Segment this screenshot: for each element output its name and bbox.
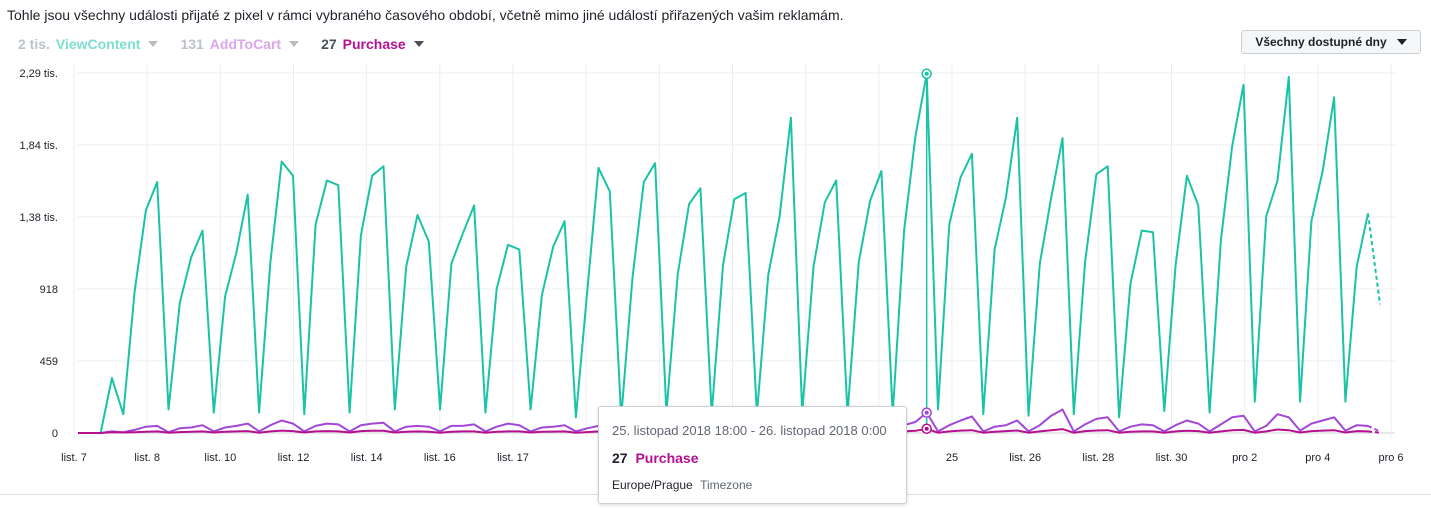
x-tick-label: list. 28 [1082, 452, 1114, 464]
legend-item-viewcontent[interactable]: 2 tis. ViewContent [18, 36, 159, 52]
chart-series [78, 72, 1381, 434]
tooltip-value: 27 Purchase [612, 450, 699, 466]
caret-down-icon [1396, 39, 1407, 45]
tooltip-date: 25. listopad 2018 18:00 - 26. listopad 2… [612, 423, 887, 438]
x-tick-label: list. 7 [61, 452, 87, 464]
legend-count-addtocart: 131 [180, 36, 204, 52]
x-tick-label: list. 12 [278, 452, 310, 464]
y-tick-label: 459 [40, 356, 58, 368]
x-tick-label: list. 16 [424, 452, 456, 464]
x-tick-label: pro 6 [1378, 452, 1403, 464]
x-tick-label: list. 30 [1156, 452, 1188, 464]
y-tick-label: 1,84 tis. [19, 140, 58, 152]
y-tick-label: 1,38 tis. [19, 212, 58, 224]
series-projection-purchase [1367, 430, 1381, 434]
hover-point-dot [924, 71, 929, 76]
y-tick-label: 0 [52, 428, 58, 440]
tooltip-count: 27 [612, 450, 628, 466]
date-range-label: Všechny dostupné dny [1255, 35, 1387, 49]
legend-item-addtocart[interactable]: 131 AddToCart [180, 36, 300, 52]
tooltip-event: Purchase [635, 450, 699, 466]
legend-label-viewcontent: ViewContent [55, 36, 141, 52]
chevron-down-icon [148, 41, 159, 47]
chevron-down-icon [413, 41, 424, 47]
y-axis: 0 459 918 1,38 tis. 1,84 tis. 2,29 tis. [19, 68, 58, 440]
x-tick-label: list. 10 [204, 452, 236, 464]
hover-point-dot [924, 426, 929, 431]
legend-count-viewcontent: 2 tis. [18, 36, 50, 52]
hover-point-dot [924, 410, 929, 415]
series-line-viewcontent [78, 72, 1369, 434]
series-projection-viewcontent [1367, 213, 1381, 305]
y-tick-label: 918 [40, 284, 58, 296]
tooltip-timezone-value: Europe/Prague [612, 478, 693, 492]
x-tick-label: 25 [946, 452, 958, 464]
legend-item-purchase[interactable]: 27 Purchase [321, 36, 424, 52]
x-tick-label: list. 8 [134, 452, 160, 464]
tooltip-timezone: Europe/Prague Timezone [612, 478, 752, 492]
y-tick-label: 2,29 tis. [19, 68, 58, 80]
x-axis: list. 7 list. 8 list. 10 list. 12 list. 14 li… [61, 452, 1403, 464]
series-projection-addtocart [1367, 425, 1381, 433]
legend-label-addtocart: AddToCart [209, 36, 282, 52]
x-tick-label: list. 14 [351, 452, 383, 464]
chevron-down-icon [289, 41, 300, 47]
date-range-dropdown[interactable]: Všechny dostupné dny [1241, 30, 1421, 54]
legend-count-purchase: 27 [321, 36, 337, 52]
chart-legend: 2 tis. ViewContent 131 AddToCart 27 Purc… [18, 36, 424, 52]
chart-tooltip: 25. listopad 2018 18:00 - 26. listopad 2… [598, 406, 907, 504]
tooltip-timezone-label: Timezone [700, 478, 753, 492]
x-tick-label: pro 4 [1305, 452, 1330, 464]
x-tick-label: list. 26 [1009, 452, 1041, 464]
chart-description: Tohle jsou všechny události přijaté z pi… [7, 7, 844, 23]
hover-markers [921, 68, 932, 435]
chart-grid [73, 63, 1395, 438]
x-tick-label: pro 2 [1232, 452, 1257, 464]
x-tick-label: list. 17 [497, 452, 529, 464]
legend-label-purchase: Purchase [342, 36, 406, 52]
